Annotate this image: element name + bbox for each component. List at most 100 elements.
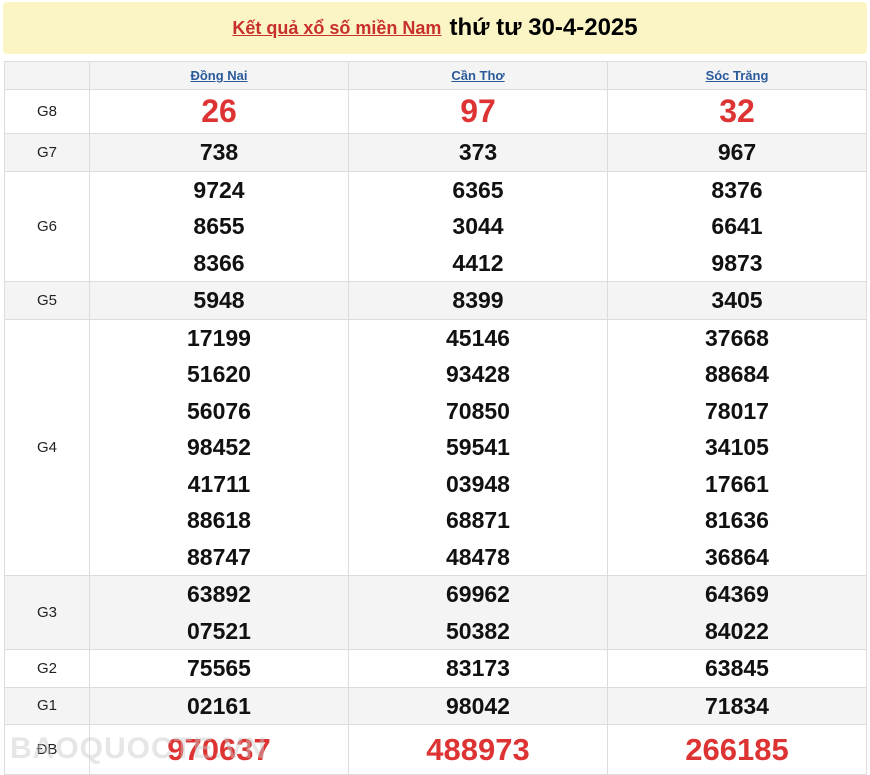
prize-label: G5: [4, 281, 90, 320]
prize-number: 967: [717, 139, 757, 165]
prize-cell: 5948: [89, 281, 349, 320]
prize-number: 50382: [446, 617, 510, 644]
prize-cell: 6365 3044 4412: [348, 170, 608, 282]
prize-row: G8 26 97 32: [4, 89, 867, 134]
prize-cell: 75565: [89, 649, 349, 688]
prize-number: 98452: [187, 434, 251, 460]
prize-number: 41711: [187, 470, 251, 497]
prize-row: G6 9724 8655 8366 6365 3044 4412 8376 6641 9873: [4, 170, 867, 282]
prize-number: 6365: [452, 176, 504, 203]
prize-cell: 71834: [607, 686, 867, 725]
watermark: BAOQUOCTE.VN: [10, 732, 268, 765]
prize-cell: 37668 88684 78017 34105 17661 81636 36864: [607, 318, 867, 576]
draw-date: thứ tư 30-4-2025: [449, 14, 638, 41]
prize-cell: 26: [89, 89, 349, 134]
prize-number: 36864: [705, 543, 769, 570]
title-banner: Kết quả xổ số miền Nam thứ tư 30-4-2025: [3, 2, 867, 54]
prize-row: ĐB 970637 488973 266185: [4, 724, 867, 775]
prize-number: 93428: [446, 361, 510, 387]
prize-number: 02161: [187, 692, 251, 719]
prize-number: 970637: [167, 731, 271, 767]
results-table: Đồng Nai Cần Thơ Sóc Trăng G8 26 97 32 G7 738…: [4, 61, 867, 775]
prize-number: 48478: [446, 543, 510, 570]
prize-number: 34105: [705, 434, 769, 460]
prize-row: G1 02161 98042 71834: [4, 686, 867, 725]
prize-number: 69962: [446, 581, 510, 607]
prize-label: G8: [4, 89, 90, 134]
prize-row: G3 63892 07521 69962 50382 64369 84022: [4, 575, 867, 650]
prize-number: 75565: [187, 655, 251, 681]
prize-row: G4 17199 51620 56076 98452 41711 88618 88747 451…: [4, 318, 867, 576]
prize-number: 3044: [452, 213, 504, 239]
prize-number: 9873: [711, 249, 763, 276]
prize-label: G4: [4, 318, 90, 576]
prize-cell: 967: [607, 133, 867, 172]
prize-number: 32: [719, 93, 755, 129]
prize-number: 83173: [446, 655, 510, 681]
prize-cell: 17199 51620 56076 98452 41711 88618 88747: [89, 318, 349, 576]
prize-number: 88747: [187, 543, 251, 570]
prize-number: 78017: [705, 397, 769, 424]
prize-number: 64369: [705, 581, 769, 607]
prize-number: 56076: [187, 397, 251, 424]
prize-number: 81636: [705, 507, 769, 533]
prize-row: G2 75565 83173 63845: [4, 649, 867, 688]
prize-number: 8399: [452, 287, 504, 313]
prize-number: 6641: [711, 213, 763, 239]
prize-cell: 83173: [348, 649, 608, 688]
prize-label: ĐB: [4, 724, 90, 775]
prize-number: 8366: [193, 249, 245, 276]
prize-number: 63892: [187, 581, 251, 607]
prize-cell: 63892 07521: [89, 575, 349, 650]
prize-cell: 738: [89, 133, 349, 172]
prize-cell: 02161: [89, 686, 349, 725]
prize-number: 98042: [446, 692, 510, 719]
prize-cell: 97: [348, 89, 608, 134]
prize-number: 373: [458, 139, 498, 165]
prize-number: 07521: [187, 617, 251, 644]
prize-label: G3: [4, 575, 90, 650]
prize-cell: 32: [607, 89, 867, 134]
prize-number: 17661: [705, 470, 769, 497]
prize-number: 488973: [426, 731, 530, 767]
province-link[interactable]: Đồng Nai: [190, 68, 248, 83]
prize-number: 17199: [187, 324, 251, 351]
prize-number: 738: [199, 139, 239, 165]
prize-number: 71834: [705, 692, 769, 719]
prize-number: 9724: [193, 176, 245, 203]
prize-number: 266185: [685, 731, 789, 767]
prize-cell: 98042: [348, 686, 608, 725]
prize-cell: 69962 50382: [348, 575, 608, 650]
prize-number: 3405: [711, 287, 763, 313]
prize-number: 88684: [705, 361, 769, 387]
prize-label: G1: [4, 686, 90, 725]
prize-number: 88618: [187, 507, 251, 533]
prize-cell: 8399: [348, 281, 608, 320]
prize-number: 45146: [446, 324, 510, 351]
prize-number: 84022: [705, 617, 769, 644]
prize-number: 4412: [452, 249, 504, 276]
prize-number: 51620: [187, 361, 251, 387]
province-link[interactable]: Sóc Trăng: [705, 68, 769, 83]
prize-row: G5 5948 8399 3405: [4, 281, 867, 320]
prize-cell: 488973: [348, 724, 608, 775]
results-link[interactable]: Kết quả xổ số miền Nam: [232, 17, 442, 38]
prize-cell: 373: [348, 133, 608, 172]
prize-number: 97: [460, 93, 496, 129]
prize-cell: 8376 6641 9873: [607, 170, 867, 282]
prize-cell: 45146 93428 70850 59541 03948 68871 48478: [348, 318, 608, 576]
prize-number: 8376: [711, 176, 763, 203]
prize-number: 70850: [446, 397, 510, 424]
prize-number: 03948: [446, 470, 510, 497]
prize-cell: 3405: [607, 281, 867, 320]
province-link[interactable]: Cần Thơ: [451, 68, 505, 83]
prize-number: 37668: [705, 324, 769, 351]
prize-label: G2: [4, 649, 90, 688]
prize-row: G7 738 373 967: [4, 133, 867, 172]
prize-label: G6: [4, 170, 90, 282]
prize-number: 5948: [193, 287, 245, 313]
prize-number: 59541: [446, 434, 510, 460]
prize-cell: 266185: [607, 724, 867, 775]
prize-cell: 970637: [89, 724, 349, 775]
prize-number: 68871: [446, 507, 510, 533]
